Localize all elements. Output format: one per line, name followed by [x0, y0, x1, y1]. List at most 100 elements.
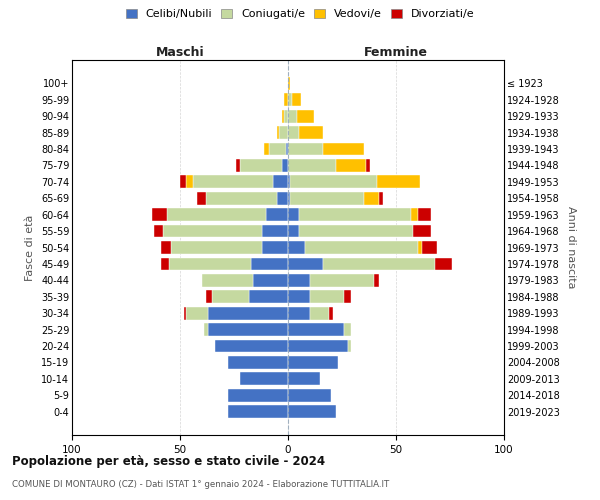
Bar: [277, 192, 288, 204]
Bar: [288, 142, 323, 156]
Bar: [290, 176, 377, 188]
Bar: [227, 356, 288, 368]
Bar: [193, 176, 273, 188]
Bar: [169, 258, 251, 270]
Bar: [292, 94, 301, 106]
Bar: [310, 290, 344, 303]
Bar: [197, 192, 206, 204]
Bar: [284, 94, 288, 106]
Bar: [288, 159, 335, 172]
Bar: [288, 241, 305, 254]
Bar: [262, 241, 288, 254]
Bar: [273, 176, 288, 188]
Bar: [329, 306, 334, 320]
Bar: [288, 192, 290, 204]
Bar: [411, 208, 418, 221]
Bar: [288, 224, 299, 237]
Bar: [227, 405, 288, 418]
Bar: [241, 159, 281, 172]
Bar: [202, 274, 253, 286]
Bar: [167, 208, 266, 221]
Bar: [281, 159, 288, 172]
Bar: [152, 208, 167, 221]
Bar: [288, 94, 292, 106]
Bar: [241, 372, 288, 385]
Bar: [296, 110, 314, 122]
Bar: [281, 110, 284, 122]
Bar: [379, 192, 383, 204]
Bar: [288, 340, 349, 352]
Bar: [288, 372, 320, 385]
Bar: [288, 356, 338, 368]
Y-axis label: Anni di nascita: Anni di nascita: [566, 206, 577, 289]
Bar: [288, 110, 296, 122]
Legend: Celibi/Nubili, Coniugati/e, Vedovi/e, Divorziati/e: Celibi/Nubili, Coniugati/e, Vedovi/e, Di…: [122, 6, 478, 22]
Bar: [264, 142, 269, 156]
Bar: [299, 224, 413, 237]
Bar: [154, 224, 163, 237]
Bar: [288, 258, 323, 270]
Bar: [418, 208, 431, 221]
Bar: [435, 258, 452, 270]
Bar: [305, 241, 418, 254]
Bar: [251, 258, 288, 270]
Bar: [253, 274, 288, 286]
Bar: [299, 126, 323, 139]
Bar: [208, 306, 288, 320]
Bar: [212, 290, 249, 303]
Bar: [366, 159, 370, 172]
Bar: [187, 306, 208, 320]
Bar: [335, 159, 366, 172]
Text: Maschi: Maschi: [155, 46, 205, 59]
Bar: [418, 241, 422, 254]
Bar: [204, 323, 208, 336]
Bar: [262, 224, 288, 237]
Bar: [266, 208, 288, 221]
Bar: [288, 323, 344, 336]
Bar: [184, 306, 187, 320]
Bar: [349, 340, 350, 352]
Bar: [288, 290, 310, 303]
Bar: [413, 224, 431, 237]
Bar: [280, 126, 288, 139]
Bar: [286, 142, 288, 156]
Bar: [227, 389, 288, 402]
Bar: [310, 274, 374, 286]
Bar: [206, 192, 277, 204]
Text: Femmine: Femmine: [364, 46, 428, 59]
Bar: [277, 126, 280, 139]
Bar: [236, 159, 241, 172]
Bar: [288, 274, 310, 286]
Bar: [161, 241, 172, 254]
Bar: [364, 192, 379, 204]
Bar: [422, 241, 437, 254]
Bar: [288, 405, 335, 418]
Bar: [288, 389, 331, 402]
Text: Popolazione per età, sesso e stato civile - 2024: Popolazione per età, sesso e stato civil…: [12, 455, 325, 468]
Bar: [288, 306, 310, 320]
Bar: [288, 77, 290, 90]
Bar: [344, 290, 350, 303]
Bar: [288, 208, 299, 221]
Bar: [323, 142, 364, 156]
Bar: [208, 323, 288, 336]
Bar: [299, 208, 411, 221]
Bar: [290, 192, 364, 204]
Bar: [187, 176, 193, 188]
Bar: [163, 224, 262, 237]
Bar: [172, 241, 262, 254]
Bar: [206, 290, 212, 303]
Bar: [269, 142, 286, 156]
Bar: [344, 323, 350, 336]
Bar: [310, 306, 329, 320]
Text: COMUNE DI MONTAURO (CZ) - Dati ISTAT 1° gennaio 2024 - Elaborazione TUTTITALIA.I: COMUNE DI MONTAURO (CZ) - Dati ISTAT 1° …: [12, 480, 389, 489]
Bar: [161, 258, 169, 270]
Bar: [323, 258, 435, 270]
Bar: [374, 274, 379, 286]
Bar: [288, 176, 290, 188]
Bar: [288, 126, 299, 139]
Bar: [249, 290, 288, 303]
Bar: [180, 176, 187, 188]
Bar: [377, 176, 420, 188]
Bar: [215, 340, 288, 352]
